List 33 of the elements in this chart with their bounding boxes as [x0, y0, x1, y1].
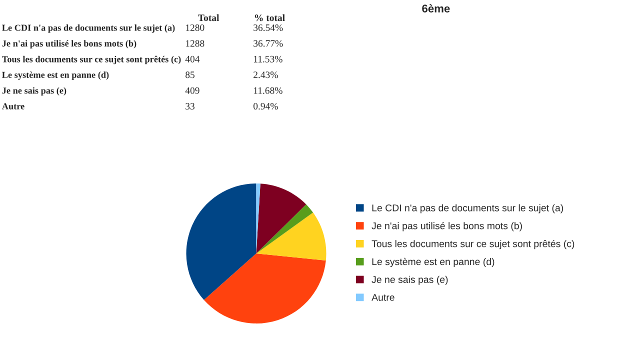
text: 36.77%	[254, 40, 283, 47]
text: Le système est en panne (d)	[2, 72, 109, 80]
pie-slice	[186, 183, 256, 300]
text: 33	[186, 103, 194, 110]
legend-label: Le système est en panne (d)	[372, 258, 494, 268]
text: 11.68%	[254, 87, 282, 94]
text: Tous les documents sur ce sujet sont prêtés (c)	[2, 56, 181, 64]
text: 1280	[186, 24, 204, 31]
legend-label: Je n'ai pas utilisé les bons mots (b)	[372, 222, 522, 232]
pie-slice	[256, 204, 314, 254]
text: 2.43%	[254, 72, 278, 78]
pie-slice	[204, 253, 326, 324]
text: Le CDI n'a pas de documents sur le sujet (a)	[2, 24, 175, 33]
legend-label: Autre	[372, 294, 394, 301]
legend-label: Le CDI n'a pas de documents sur le sujet (a)	[372, 204, 564, 214]
pie-slice	[256, 212, 326, 261]
text: Total	[198, 14, 220, 22]
text: 409	[185, 87, 200, 94]
text: 11.53%	[254, 56, 282, 62]
legend-label: Tous les documents sur ce sujet sont prêtés (c)	[372, 240, 574, 250]
text: 404	[185, 56, 200, 62]
legend-label: Je ne sais pas (e)	[372, 276, 448, 285]
pie-slice	[256, 184, 306, 254]
text: 0.94%	[253, 102, 278, 110]
text: 85	[186, 72, 194, 78]
text: 1288	[186, 40, 204, 47]
text: Je ne sais pas (e)	[2, 87, 66, 96]
text: 36.54%	[254, 24, 283, 32]
pie-slice	[256, 183, 260, 254]
text: Je n'ai pas utilisé les bons mots (b)	[2, 40, 136, 48]
text: Autre	[2, 103, 24, 110]
text: % total	[255, 14, 285, 22]
text: 6ème	[422, 4, 450, 12]
